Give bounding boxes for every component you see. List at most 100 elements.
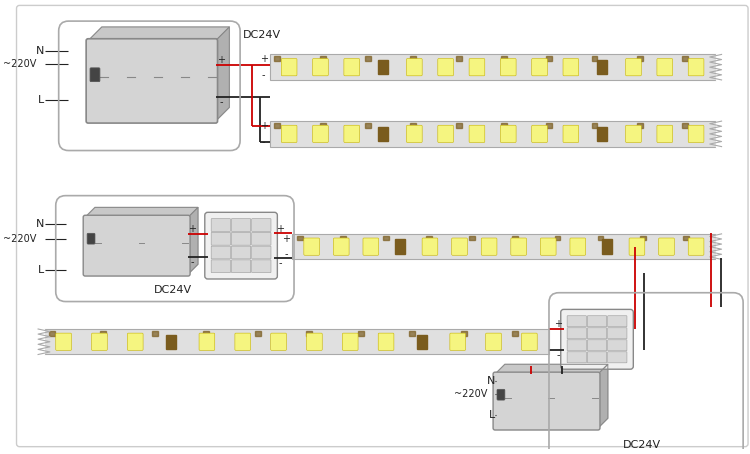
Bar xyxy=(152,331,157,336)
Bar xyxy=(410,331,416,336)
Bar xyxy=(546,56,552,61)
FancyBboxPatch shape xyxy=(128,333,143,350)
FancyBboxPatch shape xyxy=(567,328,586,339)
Bar xyxy=(598,236,604,241)
Bar xyxy=(546,123,552,128)
Text: L: L xyxy=(38,94,44,104)
FancyBboxPatch shape xyxy=(90,68,100,82)
FancyBboxPatch shape xyxy=(482,238,497,255)
FancyBboxPatch shape xyxy=(252,219,271,232)
FancyBboxPatch shape xyxy=(16,5,748,447)
Bar xyxy=(340,236,346,241)
FancyBboxPatch shape xyxy=(493,372,600,430)
FancyBboxPatch shape xyxy=(252,232,271,245)
Text: -: - xyxy=(556,350,560,360)
FancyBboxPatch shape xyxy=(469,125,484,143)
Text: L: L xyxy=(38,265,44,275)
FancyBboxPatch shape xyxy=(587,328,607,339)
FancyBboxPatch shape xyxy=(232,260,251,272)
FancyBboxPatch shape xyxy=(252,246,271,259)
Text: +: + xyxy=(188,224,196,234)
FancyBboxPatch shape xyxy=(563,125,579,143)
Text: L: L xyxy=(489,410,495,420)
FancyBboxPatch shape xyxy=(313,59,328,76)
Text: -: - xyxy=(262,70,266,80)
FancyBboxPatch shape xyxy=(688,59,704,76)
Bar xyxy=(456,56,461,61)
FancyBboxPatch shape xyxy=(281,125,297,143)
Bar xyxy=(637,123,643,128)
Text: ~220V: ~220V xyxy=(3,234,36,244)
FancyBboxPatch shape xyxy=(657,125,673,143)
Bar xyxy=(292,234,716,259)
FancyBboxPatch shape xyxy=(500,125,516,143)
FancyBboxPatch shape xyxy=(486,333,502,350)
Bar xyxy=(269,54,716,80)
Text: ~220V: ~220V xyxy=(3,59,36,69)
Bar xyxy=(307,331,312,336)
FancyBboxPatch shape xyxy=(469,59,484,76)
FancyBboxPatch shape xyxy=(378,333,394,350)
FancyBboxPatch shape xyxy=(344,125,359,143)
FancyBboxPatch shape xyxy=(521,333,537,350)
Text: +: + xyxy=(282,234,290,244)
Bar xyxy=(426,236,432,241)
FancyBboxPatch shape xyxy=(92,333,107,350)
Bar xyxy=(512,236,518,241)
Polygon shape xyxy=(716,121,724,147)
Bar xyxy=(255,331,261,336)
Text: +: + xyxy=(554,319,562,329)
FancyBboxPatch shape xyxy=(541,238,556,255)
Polygon shape xyxy=(215,27,229,121)
FancyBboxPatch shape xyxy=(307,333,322,350)
Bar xyxy=(44,329,549,355)
FancyBboxPatch shape xyxy=(438,125,454,143)
Bar xyxy=(501,123,507,128)
Bar xyxy=(378,60,388,74)
FancyBboxPatch shape xyxy=(532,59,548,76)
FancyBboxPatch shape xyxy=(626,59,641,76)
FancyBboxPatch shape xyxy=(86,39,218,123)
FancyBboxPatch shape xyxy=(56,333,71,350)
Bar xyxy=(365,56,371,61)
FancyBboxPatch shape xyxy=(626,125,641,143)
FancyBboxPatch shape xyxy=(252,260,271,272)
FancyBboxPatch shape xyxy=(406,125,422,143)
Text: N: N xyxy=(35,45,44,55)
FancyBboxPatch shape xyxy=(211,232,230,245)
FancyBboxPatch shape xyxy=(211,219,230,232)
FancyBboxPatch shape xyxy=(587,352,607,363)
FancyBboxPatch shape xyxy=(567,316,586,327)
Bar xyxy=(410,123,416,128)
FancyBboxPatch shape xyxy=(500,59,516,76)
FancyBboxPatch shape xyxy=(629,238,645,255)
Bar xyxy=(166,335,176,349)
Text: DC24V: DC24V xyxy=(623,440,662,450)
Bar xyxy=(358,331,364,336)
Bar xyxy=(410,56,416,61)
Polygon shape xyxy=(495,364,608,374)
FancyBboxPatch shape xyxy=(563,59,579,76)
FancyBboxPatch shape xyxy=(232,232,251,245)
Text: -: - xyxy=(262,137,266,147)
Bar xyxy=(683,236,689,241)
Bar xyxy=(592,56,598,61)
Polygon shape xyxy=(188,207,198,274)
Text: +: + xyxy=(276,223,284,234)
Text: -: - xyxy=(220,97,224,107)
Polygon shape xyxy=(86,207,198,217)
FancyBboxPatch shape xyxy=(452,238,467,255)
FancyBboxPatch shape xyxy=(344,59,359,76)
FancyBboxPatch shape xyxy=(363,238,379,255)
Bar xyxy=(203,331,209,336)
Bar xyxy=(461,331,466,336)
Bar xyxy=(378,127,388,141)
Bar xyxy=(592,123,598,128)
Polygon shape xyxy=(598,364,608,428)
Text: +: + xyxy=(260,54,268,64)
FancyBboxPatch shape xyxy=(567,352,586,363)
Bar xyxy=(456,123,461,128)
Polygon shape xyxy=(35,329,44,355)
Bar xyxy=(100,331,106,336)
FancyBboxPatch shape xyxy=(406,59,422,76)
